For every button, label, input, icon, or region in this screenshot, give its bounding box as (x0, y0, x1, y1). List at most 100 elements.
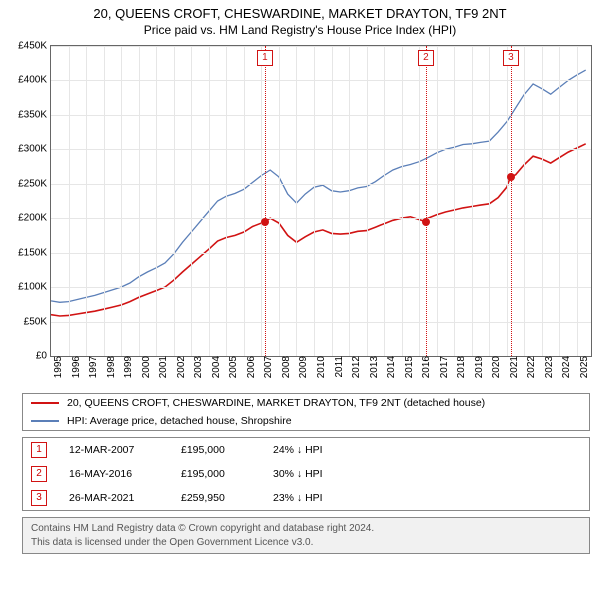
gridline-v (296, 46, 297, 356)
title-subtitle: Price paid vs. HM Land Registry's House … (0, 23, 600, 37)
xtick-label: 2005 (224, 356, 239, 378)
gridline-v (542, 46, 543, 356)
event-number-box: 3 (31, 490, 47, 506)
xtick-label: 2001 (154, 356, 169, 378)
xtick-label: 2010 (312, 356, 327, 378)
event-price: £259,950 (181, 492, 251, 504)
title-block: 20, QUEENS CROFT, CHESWARDINE, MARKET DR… (0, 0, 600, 37)
xtick-label: 1999 (119, 356, 134, 378)
gridline-v (226, 46, 227, 356)
gridline-v (86, 46, 87, 356)
gridline-v (104, 46, 105, 356)
event-pct: 23% ↓ HPI (273, 492, 323, 504)
event-number-box: 2 (31, 466, 47, 482)
xtick-label: 1996 (67, 356, 82, 378)
xtick-label: 2012 (347, 356, 362, 378)
xtick-label: 2006 (242, 356, 257, 378)
gridline-v (367, 46, 368, 356)
xtick-label: 2016 (417, 356, 432, 378)
gridline-v (209, 46, 210, 356)
legend-swatch (31, 420, 59, 422)
event-date: 12-MAR-2007 (69, 444, 159, 456)
xtick-label: 1995 (49, 356, 64, 378)
xtick-label: 2020 (487, 356, 502, 378)
xtick-label: 2007 (259, 356, 274, 378)
xtick-label: 2021 (505, 356, 520, 378)
ytick-label: £400K (18, 75, 51, 86)
xtick-label: 2015 (400, 356, 415, 378)
gridline-v (559, 46, 560, 356)
gridline-v (191, 46, 192, 356)
xtick-label: 2017 (435, 356, 450, 378)
marker-dot (422, 218, 430, 226)
legend-row: HPI: Average price, detached house, Shro… (23, 412, 589, 430)
xtick-label: 2025 (575, 356, 590, 378)
xtick-label: 2004 (207, 356, 222, 378)
xtick-label: 2019 (470, 356, 485, 378)
ytick-label: £250K (18, 178, 51, 189)
gridline-v (454, 46, 455, 356)
ytick-label: £100K (18, 282, 51, 293)
xtick-label: 2022 (522, 356, 537, 378)
ytick-label: £350K (18, 109, 51, 120)
gridline-v (402, 46, 403, 356)
chart-container: 20, QUEENS CROFT, CHESWARDINE, MARKET DR… (0, 0, 600, 554)
event-row: 1 12-MAR-2007 £195,000 24% ↓ HPI (23, 438, 589, 462)
xtick-label: 2003 (189, 356, 204, 378)
plot-area: £0£50K£100K£150K£200K£250K£300K£350K£400… (50, 45, 592, 357)
events-table: 1 12-MAR-2007 £195,000 24% ↓ HPI 2 16-MA… (22, 437, 590, 511)
event-number-box: 1 (31, 442, 47, 458)
xtick-label: 1998 (102, 356, 117, 378)
xtick-label: 2009 (294, 356, 309, 378)
ytick-label: £50K (24, 316, 51, 327)
legend-label: HPI: Average price, detached house, Shro… (67, 415, 292, 427)
legend-swatch (31, 402, 59, 404)
event-row: 2 16-MAY-2016 £195,000 30% ↓ HPI (23, 462, 589, 486)
legend-row: 20, QUEENS CROFT, CHESWARDINE, MARKET DR… (23, 394, 589, 412)
series-line-hpi (51, 70, 586, 302)
gridline-v (349, 46, 350, 356)
series-line-property (51, 144, 586, 316)
xtick-label: 2024 (557, 356, 572, 378)
ytick-label: £150K (18, 247, 51, 258)
ytick-label: £200K (18, 213, 51, 224)
event-row: 3 26-MAR-2021 £259,950 23% ↓ HPI (23, 486, 589, 510)
gridline-v (279, 46, 280, 356)
footer-attribution: Contains HM Land Registry data © Crown c… (22, 517, 590, 554)
gridline-v (174, 46, 175, 356)
gridline-v (507, 46, 508, 356)
xtick-label: 2008 (277, 356, 292, 378)
marker-number-box: 1 (257, 50, 273, 66)
gridline-v (139, 46, 140, 356)
marker-dot (261, 218, 269, 226)
gridline-v (419, 46, 420, 356)
title-address: 20, QUEENS CROFT, CHESWARDINE, MARKET DR… (0, 6, 600, 21)
gridline-v (261, 46, 262, 356)
gridline-v (332, 46, 333, 356)
gridline-v (489, 46, 490, 356)
xtick-label: 1997 (84, 356, 99, 378)
xtick-label: 2011 (330, 356, 345, 378)
gridline-v (577, 46, 578, 356)
gridline-v (314, 46, 315, 356)
xtick-label: 2023 (540, 356, 555, 378)
gridline-v (156, 46, 157, 356)
legend: 20, QUEENS CROFT, CHESWARDINE, MARKET DR… (22, 393, 590, 431)
footer-line: Contains HM Land Registry data © Crown c… (31, 522, 581, 536)
event-date: 16-MAY-2016 (69, 468, 159, 480)
ytick-label: £450K (18, 41, 51, 52)
ytick-label: £300K (18, 144, 51, 155)
gridline-v (524, 46, 525, 356)
footer-line: This data is licensed under the Open Gov… (31, 536, 581, 550)
gridline-v (121, 46, 122, 356)
xtick-label: 2014 (382, 356, 397, 378)
legend-label: 20, QUEENS CROFT, CHESWARDINE, MARKET DR… (67, 397, 485, 409)
xtick-label: 2000 (137, 356, 152, 378)
xtick-label: 2002 (172, 356, 187, 378)
event-price: £195,000 (181, 468, 251, 480)
event-date: 26-MAR-2021 (69, 492, 159, 504)
gridline-v (437, 46, 438, 356)
xtick-label: 2013 (365, 356, 380, 378)
marker-dot (507, 173, 515, 181)
gridline-v (472, 46, 473, 356)
